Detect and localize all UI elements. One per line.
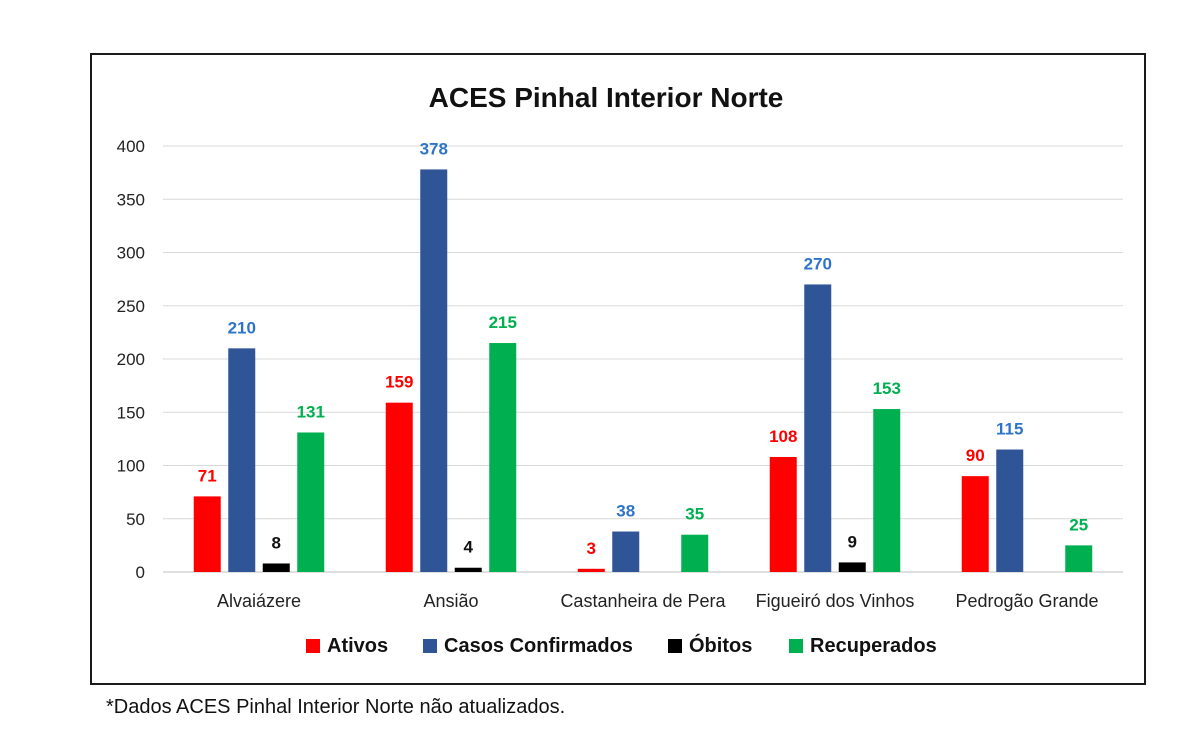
legend-swatch	[789, 639, 803, 653]
legend-label: Recuperados	[810, 635, 937, 657]
bar-casos-confirmados	[228, 348, 256, 572]
bar-casos-confirmados	[804, 284, 832, 572]
legend-swatch	[306, 639, 320, 653]
bar-casos-confirmados	[996, 449, 1024, 572]
data-label: 270	[804, 254, 832, 273]
bar-óbitos	[838, 562, 866, 572]
data-label: 215	[489, 313, 517, 332]
y-tick-label: 150	[117, 403, 145, 422]
data-label: 378	[420, 139, 448, 158]
data-label: 25	[1069, 515, 1088, 534]
bar-ativos	[769, 456, 797, 572]
y-tick-label: 100	[117, 457, 145, 476]
bar-ativos	[385, 402, 413, 572]
bar-recuperados	[681, 534, 709, 572]
bar-chart: ACES Pinhal Interior Norte 0 50 100 150 200 25…	[117, 82, 1123, 657]
y-tick-label: 200	[117, 350, 145, 369]
bar-casos-confirmados	[420, 169, 448, 572]
data-label: 108	[769, 427, 797, 446]
x-category-label: Pedrogão Grande	[955, 591, 1098, 611]
data-label: 9	[848, 532, 857, 551]
y-tick-label: 400	[117, 137, 145, 156]
data-label: 3	[587, 539, 596, 558]
y-tick-label: 0	[136, 563, 145, 582]
chart-title: ACES Pinhal Interior Norte	[429, 82, 784, 113]
y-tick-label: 300	[117, 244, 145, 263]
bar-ativos	[577, 568, 605, 572]
legend-swatch	[423, 639, 437, 653]
bar-ativos	[961, 476, 989, 572]
bar-óbitos	[262, 563, 290, 572]
bar-recuperados	[1065, 545, 1093, 572]
x-category-label: Figueiró dos Vinhos	[756, 591, 915, 611]
legend-label: Óbitos	[689, 633, 752, 657]
bar-óbitos	[454, 567, 482, 572]
legend-label: Casos Confirmados	[444, 635, 633, 657]
legend-swatch	[668, 639, 682, 653]
data-label: 35	[685, 505, 704, 524]
bar-ativos	[193, 496, 221, 572]
data-label: 153	[873, 379, 901, 398]
data-label: 131	[297, 402, 325, 421]
y-tick-label: 350	[117, 190, 145, 209]
x-category-label: Ansião	[423, 591, 478, 611]
bar-casos-confirmados	[612, 531, 640, 572]
data-label: 115	[996, 420, 1023, 439]
footnote: *Dados ACES Pinhal Interior Norte não at…	[106, 696, 566, 718]
y-tick-label: 250	[117, 297, 145, 316]
data-label: 71	[198, 466, 217, 485]
bar-recuperados	[297, 432, 325, 572]
chart-frame: ACES Pinhal Interior Norte 0 50 100 150 200 25…	[90, 53, 1146, 685]
y-tick-label: 50	[126, 510, 145, 529]
data-label: 90	[966, 446, 985, 465]
data-label: 8	[272, 533, 281, 552]
legend-label: Ativos	[327, 635, 388, 657]
x-category-label: Castanheira de Pera	[560, 591, 726, 611]
data-label: 159	[385, 373, 413, 392]
data-label: 4	[464, 538, 474, 557]
bar-recuperados	[489, 343, 517, 572]
data-label: 38	[616, 502, 635, 521]
bar-recuperados	[873, 409, 901, 572]
data-label: 210	[228, 318, 256, 337]
x-category-label: Alvaiázere	[217, 591, 301, 611]
